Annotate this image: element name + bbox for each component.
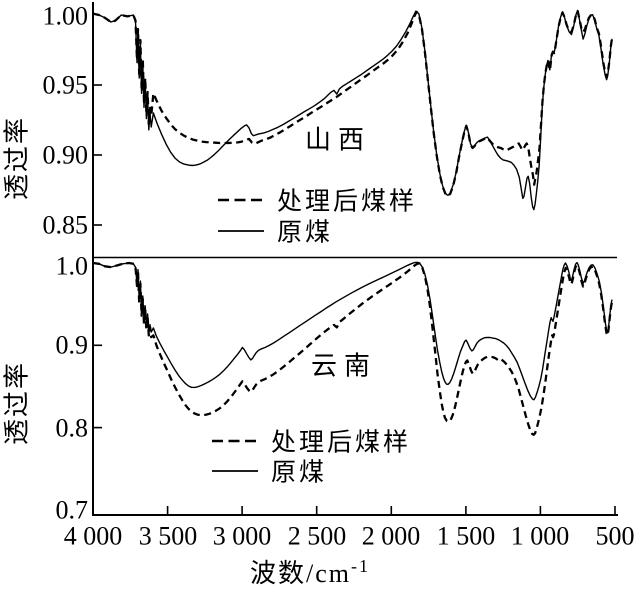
x-tick-label: 4 000 (64, 522, 123, 551)
tick-marks (93, 84, 616, 515)
x-tick-label: 500 (596, 522, 635, 551)
y-axis-label-bottom: 透过率 (3, 361, 32, 445)
yunnan-curves (92, 261, 614, 436)
shanxi-curves (92, 9, 614, 211)
y-tick-label: 0.9 (56, 331, 89, 360)
x-tick-label: 3 500 (139, 522, 198, 551)
legend-label-raw: 原煤 (277, 219, 333, 247)
y-tick-label: 1.00 (43, 2, 89, 31)
x-axis-label: 波数/cm-1 (250, 556, 370, 588)
shanxi-treated-coal-curve (92, 9, 614, 198)
y-tick-label: 1.0 (56, 252, 89, 281)
x-axis-label-exponent: -1 (351, 556, 370, 576)
region-label-shanxi: 山西 (305, 126, 371, 155)
region-label-yunnan: 云南 (311, 352, 377, 381)
x-tick-label: 3 000 (213, 522, 272, 551)
x-tick-label: 1 500 (437, 522, 496, 551)
legend-label-raw: 原煤 (271, 459, 327, 487)
legend-label-treated: 处理后煤样 (271, 429, 411, 457)
y-tick-label: 0.95 (43, 71, 89, 100)
legend-shanxi: 处理后煤样 原煤 (218, 188, 417, 247)
yunnan-raw-coal-curve (92, 261, 613, 401)
x-tick-label: 2 000 (362, 522, 421, 551)
x-tick-label: 2 500 (288, 522, 347, 551)
yunnan-treated-coal-curve (92, 261, 614, 436)
y-tick-label: 0.8 (56, 414, 89, 443)
y-tick-label: 0.90 (43, 141, 89, 170)
x-axis-label-text: 波数/cm (250, 559, 351, 588)
y-axis-label-top: 透过率 (3, 116, 32, 200)
y-tick-label: 0.7 (56, 496, 89, 525)
x-tick-label: 1 000 (511, 522, 570, 551)
legend-yunnan: 处理后煤样 原煤 (212, 429, 411, 487)
y-tick-label: 0.85 (43, 211, 89, 240)
legend-label-treated: 处理后煤样 (277, 188, 417, 216)
